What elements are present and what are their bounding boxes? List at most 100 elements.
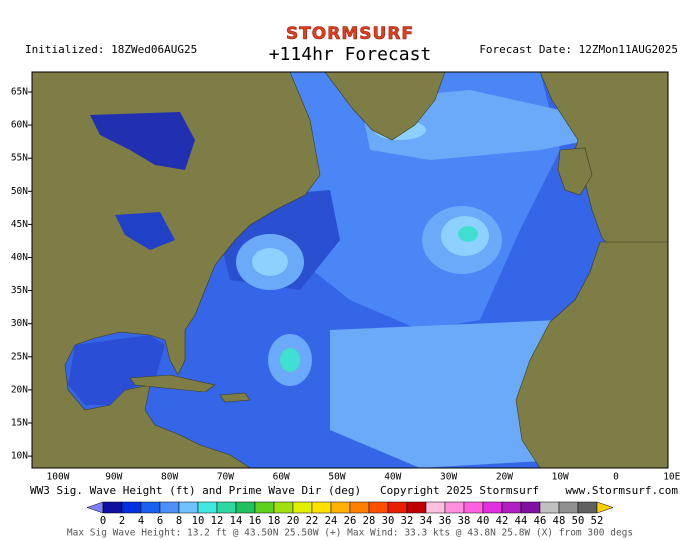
lat-label: 60N [11, 120, 28, 131]
lat-label: 65N [11, 87, 28, 98]
map-frame [31, 71, 669, 469]
copyright: Copyright 2025 Stormsurf [380, 484, 539, 497]
colorbar-box [292, 501, 313, 514]
website: www.Stormsurf.com [565, 484, 678, 497]
colorbar-label: 24 [325, 515, 338, 527]
colorbar-label: 10 [192, 515, 205, 527]
lat-labels: 65N 60N 55N 50N 45N 40N 35N 30N 25N 20N 15N 10N [11, 87, 32, 462]
colorbar-label: 50 [572, 515, 585, 527]
colorbar-label: 22 [306, 515, 319, 527]
africa [515, 241, 668, 468]
storm [252, 248, 288, 276]
lon-label: 20W [496, 472, 513, 483]
lat-label: 55N [11, 153, 28, 164]
colorbar-label: 34 [420, 515, 433, 527]
forecast-date: Forecast Date: 12ZMon11AUG2025 [479, 43, 678, 56]
colorbar-box [539, 501, 560, 514]
colorbar-box [197, 501, 218, 514]
colorbar-box [121, 501, 142, 514]
colorbar-box [558, 501, 579, 514]
caption: WW3 Sig. Wave Height (ft) and Prime Wave… [30, 484, 361, 497]
lon-label: 70W [217, 472, 234, 483]
colorbar-label: 44 [515, 515, 528, 527]
colorbar-box [387, 501, 408, 514]
colorbar-label: 6 [157, 515, 163, 527]
lat-label: 50N [11, 186, 28, 197]
colorbar-box [178, 501, 199, 514]
lat-label: 40N [11, 252, 28, 263]
lon-label: 100W [47, 472, 70, 483]
hudson-bay [90, 112, 195, 170]
colorbar-box [102, 501, 123, 514]
lon-label: 50W [328, 472, 345, 483]
colorbar-box [235, 501, 256, 514]
colorbar-box [444, 501, 465, 514]
colorbar-box [311, 501, 332, 514]
lon-label: 10W [552, 472, 569, 483]
colorbar-label: 16 [249, 515, 262, 527]
lon-label: 0 [613, 472, 619, 483]
lon-label: 80W [161, 472, 178, 483]
colorbar-box [463, 501, 484, 514]
british-isles [557, 147, 593, 196]
island [219, 392, 251, 403]
colorbar-label: 8 [176, 515, 182, 527]
colorbar-label: 0 [100, 515, 106, 527]
colorbar-label: 46 [534, 515, 547, 527]
colorbar-label: 52 [591, 515, 604, 527]
colorbar-label: 18 [268, 515, 281, 527]
lat-label: 25N [11, 351, 28, 362]
colorbar-box [425, 501, 446, 514]
lat-label: 10N [11, 451, 28, 462]
lon-labels: 100W 90W 80W 70W 60W 50W 40W 30W 20W 10W 0 10E [47, 472, 681, 483]
land [32, 72, 321, 468]
storm [458, 226, 478, 242]
lat-label: 20N [11, 384, 28, 395]
colorbar-label: 4 [138, 515, 144, 527]
island [129, 374, 216, 393]
brand-logo: STORMSURF [286, 24, 414, 44]
lon-label: 30W [440, 472, 457, 483]
lon-label: 60W [273, 472, 290, 483]
colorbar-label: 28 [363, 515, 376, 527]
colorbar-label: 48 [553, 515, 566, 527]
colorbar-box [577, 501, 598, 514]
colorbar-box [520, 501, 541, 514]
colorbar-label: 32 [401, 515, 414, 527]
colorbar-label: 38 [458, 515, 471, 527]
colorbar-box [273, 501, 294, 514]
lon-label: 40W [384, 472, 401, 483]
colorbar-label: 2 [119, 515, 125, 527]
colorbar-box [140, 501, 161, 514]
storm [280, 348, 300, 372]
great-lakes [115, 212, 175, 250]
colorbar: 0 2 4 6 8 10 12 14 16 18 20 22 24 26 28 30 32 34 36 38 40 42 4… [86, 501, 614, 527]
colorbar-label: 14 [230, 515, 243, 527]
colorbar-label: 36 [439, 515, 452, 527]
colorbar-label: 40 [477, 515, 490, 527]
colorbar-box [482, 501, 503, 514]
colorbar-box [254, 501, 275, 514]
colorbar-box [216, 501, 237, 514]
lon-label: 90W [105, 472, 122, 483]
lat-label: 45N [11, 219, 28, 230]
colorbar-box [349, 501, 370, 514]
colorbar-label: 20 [287, 515, 300, 527]
europe [539, 72, 668, 286]
greenland [324, 72, 446, 141]
lon-label: 10E [663, 472, 680, 483]
lat-label: 30N [11, 318, 28, 329]
colorbar-label: 26 [344, 515, 357, 527]
map: 65N 60N 55N 50N 45N 40N 35N 30N 25N 20N 15N 10N 100… [11, 71, 681, 483]
lat-label: 15N [11, 418, 28, 429]
lat-label: 35N [11, 285, 28, 296]
colorbar-label: 42 [496, 515, 509, 527]
colorbar-label: 12 [211, 515, 224, 527]
colorbar-box [368, 501, 389, 514]
colorbar-box [406, 501, 427, 514]
initialized: Initialized: 18ZWed06AUG25 [25, 43, 197, 56]
colorbar-high [596, 501, 614, 514]
colorbar-box [330, 501, 351, 514]
gulf [68, 335, 165, 405]
